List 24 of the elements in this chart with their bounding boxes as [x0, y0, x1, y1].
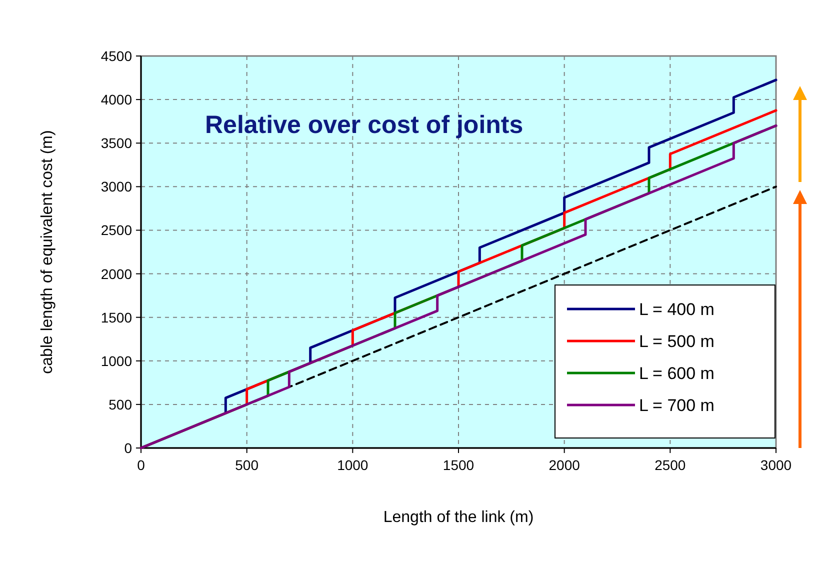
- x-tick-label: 2000: [548, 457, 580, 473]
- y-tick-label: 3000: [100, 178, 132, 195]
- x-tick-label: 1000: [337, 457, 368, 473]
- y-tick-label: 4500: [100, 48, 132, 64]
- legend-label: L = 500 m: [639, 332, 714, 351]
- y-tick-label: 3500: [100, 135, 132, 152]
- x-tick-label: 1500: [442, 457, 474, 473]
- y-tick-label: 500: [108, 396, 132, 412]
- x-tick-label: 500: [235, 457, 259, 473]
- x-tick-label: 0: [137, 457, 146, 473]
- legend-label: L = 700 m: [639, 396, 714, 415]
- legend-label: L = 400 m: [639, 300, 714, 319]
- y-tick-label: 2000: [100, 266, 132, 282]
- y-axis-title: cable length of equivalent cost (m): [39, 130, 56, 374]
- y-tick-label: 1500: [100, 309, 132, 326]
- legend-label: L = 600 m: [639, 364, 714, 383]
- y-tick-label: 2500: [100, 222, 132, 238]
- y-tick-label: 0: [124, 440, 132, 456]
- x-tick-label: 3000: [760, 457, 792, 473]
- y-tick-label: 1000: [100, 352, 132, 369]
- x-axis-title: Length of the link (m): [383, 509, 534, 526]
- text: Relative over cost of joints: [205, 111, 524, 139]
- x-tick-label: 2500: [654, 457, 686, 473]
- y-tick-label: 4000: [100, 92, 132, 108]
